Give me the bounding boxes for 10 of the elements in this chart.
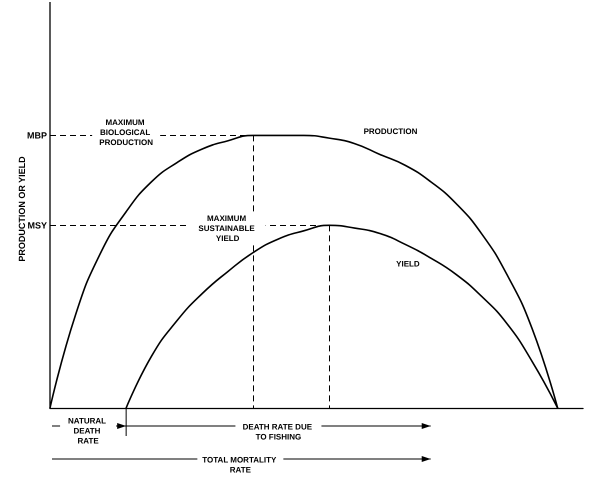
annotation: MAXIMUM SUSTAINABLE YIELD	[198, 214, 257, 243]
ref-line-label: MSY	[27, 220, 47, 230]
y-axis-title: PRODUCTION OR YIELD	[17, 156, 27, 262]
text: DEATH RATE DUE TO FISHING	[242, 422, 314, 442]
series-label: YIELD	[396, 260, 420, 269]
series-label: PRODUCTION	[364, 127, 418, 136]
ref-line-label: MBP	[27, 130, 47, 140]
annotation: MAXIMUM BIOLOGICAL PRODUCTION	[99, 118, 154, 147]
text: TOTAL MORTALITY RATE	[202, 456, 278, 474]
text: NATURAL DEATH RATE	[68, 416, 108, 446]
